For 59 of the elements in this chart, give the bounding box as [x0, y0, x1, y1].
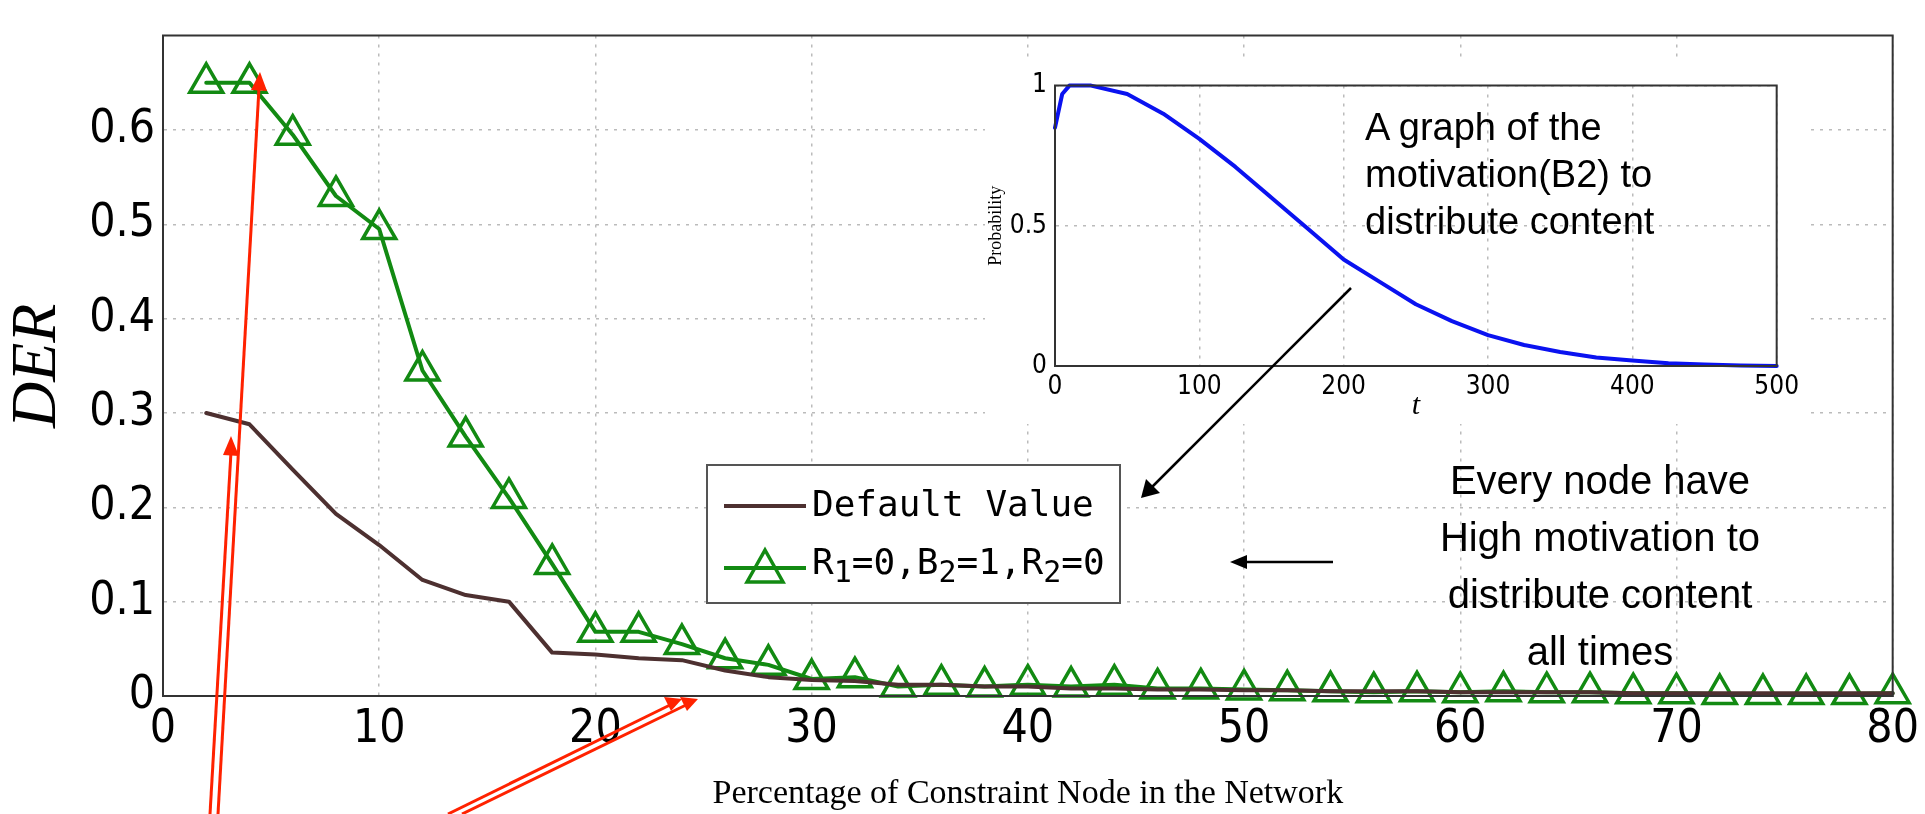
x-tick-label: 70: [1650, 698, 1703, 753]
point: [490, 477, 528, 510]
point: [1398, 670, 1436, 703]
point: [404, 349, 441, 382]
x-tick-label: 30: [785, 698, 838, 753]
y-axis-title: DER: [0, 303, 70, 429]
point: [577, 611, 614, 644]
x-tick-label: 100: [1177, 370, 1222, 401]
y-tick-label: 1: [1032, 68, 1047, 99]
point: [836, 656, 874, 689]
y-tick-label: 0: [1032, 348, 1047, 379]
point: [231, 62, 268, 95]
legend-label: R$_{1}$=0,B$_{2}$=1,R$_{2}$=0: [812, 540, 1105, 590]
legend-label: Default Value: [812, 482, 1094, 524]
y-tick-label: 0.2: [89, 476, 155, 531]
y-tick-label: 0.5: [89, 193, 155, 248]
point: [1615, 672, 1652, 705]
point: [663, 623, 701, 656]
point: [793, 658, 830, 691]
x-tick-label: 60: [1433, 698, 1487, 753]
x-tick-label: 500: [1754, 370, 1799, 401]
point: [1442, 671, 1479, 704]
point: [1311, 668, 1350, 703]
y-axis-title: Probability: [984, 185, 1005, 266]
y-tick-label: 0.4: [89, 287, 155, 342]
x-tick-label: 400: [1610, 370, 1655, 401]
annotation: Every node have High motivation to distribute content all times: [1438, 457, 1762, 675]
x-tick-label: 80: [1866, 698, 1919, 753]
point: [447, 415, 484, 448]
point: [1571, 671, 1609, 704]
point: [1052, 665, 1090, 698]
point: [361, 208, 398, 241]
x-tick-label: 40: [1001, 698, 1055, 753]
y-tick-label: 0.3: [89, 381, 155, 436]
point: [274, 113, 311, 146]
point: [317, 175, 355, 208]
x-axis-title: t: [1411, 386, 1421, 420]
point: [620, 611, 657, 644]
point: [1874, 672, 1911, 705]
x-axis-title: Percentage of Constraint Node in the Network: [712, 772, 1344, 810]
x-tick-label: 20: [569, 698, 622, 753]
point: [1528, 671, 1565, 704]
point: [533, 543, 571, 576]
annotation: A graph of the motivation(B2) to distribute content: [1365, 105, 1656, 244]
x-tick-label: 300: [1465, 370, 1511, 401]
point: [1268, 667, 1307, 702]
point: [879, 665, 917, 698]
point: [1658, 672, 1695, 705]
y-tick-label: 0.5: [1009, 208, 1047, 239]
point: [923, 663, 960, 696]
point: [1355, 671, 1392, 704]
x-tick-label: 10: [352, 698, 406, 753]
point: [188, 62, 225, 95]
y-tick-label: 0.6: [89, 98, 155, 153]
point: [1096, 663, 1133, 696]
x-tick-label: 200: [1321, 370, 1366, 401]
point: [1182, 667, 1220, 700]
y-tick-label: 0.1: [89, 570, 155, 625]
x-tick-label: 50: [1217, 698, 1271, 753]
